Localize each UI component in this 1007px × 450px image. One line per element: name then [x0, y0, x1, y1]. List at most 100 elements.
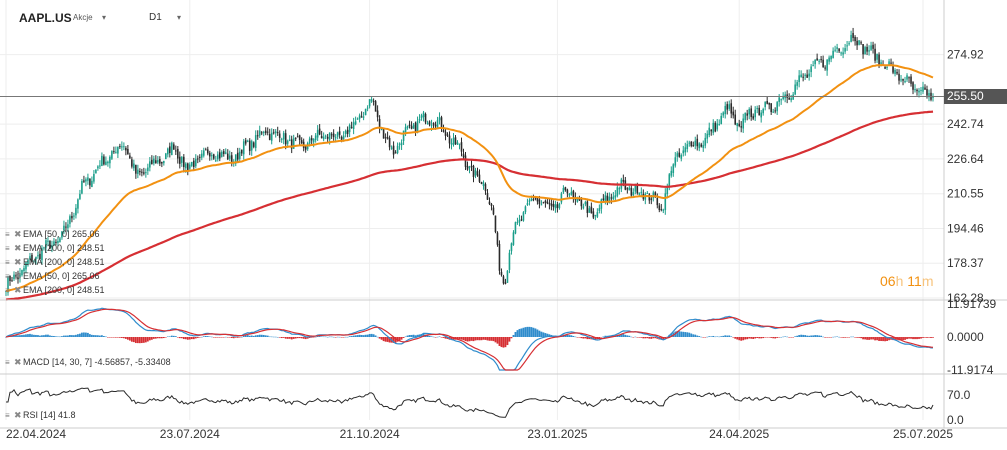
- menu-icon[interactable]: ≡: [5, 272, 10, 281]
- symbol-title[interactable]: AAPL.US: [19, 11, 72, 25]
- candle-body: [464, 155, 467, 167]
- macd-bar: [464, 337, 467, 342]
- candle-body: [728, 104, 731, 109]
- symbol-dropdown-icon[interactable]: ▾: [102, 13, 107, 22]
- candle-body: [774, 110, 776, 112]
- macd-bar: [836, 336, 839, 338]
- candle-body: [726, 104, 729, 110]
- macd-bar: [706, 336, 709, 338]
- candle-body: [504, 282, 507, 284]
- macd-bar: [138, 337, 141, 344]
- macd-bar: [496, 337, 499, 344]
- macd-bar: [480, 337, 483, 341]
- close-icon[interactable]: ✖: [14, 285, 22, 295]
- macd-bar: [914, 337, 916, 340]
- candle-body: [85, 179, 87, 182]
- candle-body: [27, 259, 29, 265]
- macd-bar: [696, 335, 699, 337]
- macd-bar: [402, 337, 405, 338]
- macd-bar: [196, 337, 199, 338]
- macd-bar: [312, 337, 315, 338]
- macd-bar: [404, 336, 407, 338]
- candle-body: [822, 59, 824, 68]
- close-icon[interactable]: ✖: [14, 357, 22, 367]
- candle-body: [894, 69, 896, 74]
- menu-icon[interactable]: ≡: [5, 258, 10, 267]
- macd-bar: [618, 334, 621, 337]
- macd-bar: [900, 337, 902, 341]
- candle-body: [474, 170, 477, 176]
- macd-bar: [762, 337, 765, 339]
- macd-bar: [188, 337, 191, 340]
- macd-bar: [746, 337, 749, 340]
- macd-bar: [580, 337, 583, 339]
- macd-bar: [724, 335, 727, 337]
- macd-bar: [356, 335, 359, 337]
- macd-bar: [488, 337, 491, 341]
- candle-body: [242, 141, 245, 155]
- macd-bar: [912, 337, 914, 340]
- candle-body: [526, 203, 529, 205]
- close-icon[interactable]: ✖: [14, 257, 22, 267]
- candle-body: [141, 171, 143, 173]
- menu-icon[interactable]: ≡: [5, 244, 10, 253]
- macd-bar: [594, 337, 597, 340]
- macd-bar: [748, 337, 751, 339]
- macd-bar: [47, 334, 49, 337]
- timeframe-dropdown-icon[interactable]: ▾: [177, 13, 182, 22]
- candle-body: [139, 170, 141, 173]
- candle-body: [480, 181, 483, 184]
- menu-icon[interactable]: ≡: [5, 411, 10, 420]
- instrument-type: Akcje: [73, 13, 93, 22]
- macd-bar: [154, 337, 157, 339]
- macd-bar: [506, 337, 509, 346]
- candle-body: [512, 232, 515, 245]
- candle-body: [368, 99, 371, 107]
- timeframe-selector[interactable]: D1: [149, 12, 162, 23]
- macd-bar: [170, 335, 173, 337]
- macd-bar: [350, 336, 353, 337]
- macd-bar: [866, 337, 868, 340]
- candle-body: [270, 132, 273, 141]
- macd-bar: [246, 335, 249, 337]
- macd-bar: [160, 337, 163, 339]
- close-icon[interactable]: ✖: [14, 271, 22, 281]
- macd-bar: [144, 337, 147, 343]
- macd-bar: [564, 334, 567, 337]
- menu-icon[interactable]: ≡: [5, 286, 10, 295]
- macd-signal-line: [5, 308, 934, 371]
- indicator-row: ≡ ✖EMA [50, 0] 265.06: [5, 271, 100, 282]
- menu-icon[interactable]: ≡: [5, 358, 10, 367]
- candle-body: [408, 124, 411, 126]
- candle-body: [614, 195, 617, 198]
- macd-bar: [370, 333, 373, 337]
- close-icon[interactable]: ✖: [14, 410, 22, 420]
- candle-body: [520, 219, 523, 221]
- candle-body: [127, 148, 129, 155]
- candle-body: [336, 132, 339, 137]
- close-icon[interactable]: ✖: [14, 229, 22, 239]
- macd-bar: [534, 328, 537, 337]
- candle-body: [600, 199, 603, 209]
- macd-bar: [98, 335, 101, 337]
- macd-bar: [806, 335, 809, 337]
- candle-body: [844, 48, 846, 52]
- macd-bar: [63, 335, 65, 337]
- macd-bar: [286, 337, 289, 339]
- candle-body: [129, 155, 131, 159]
- macd-bar: [296, 337, 299, 339]
- macd-bar: [662, 337, 665, 340]
- candle-body: [478, 174, 481, 182]
- candle-body: [724, 105, 727, 115]
- candle-body: [702, 145, 705, 149]
- candle-body: [638, 192, 641, 195]
- macd-bar: [546, 333, 549, 337]
- candle-body: [244, 140, 247, 144]
- menu-icon[interactable]: ≡: [5, 230, 10, 239]
- candle-body: [530, 198, 533, 201]
- candle-body: [268, 134, 271, 140]
- close-icon[interactable]: ✖: [14, 243, 22, 253]
- macd-bar: [514, 331, 517, 337]
- candle-body: [646, 192, 649, 194]
